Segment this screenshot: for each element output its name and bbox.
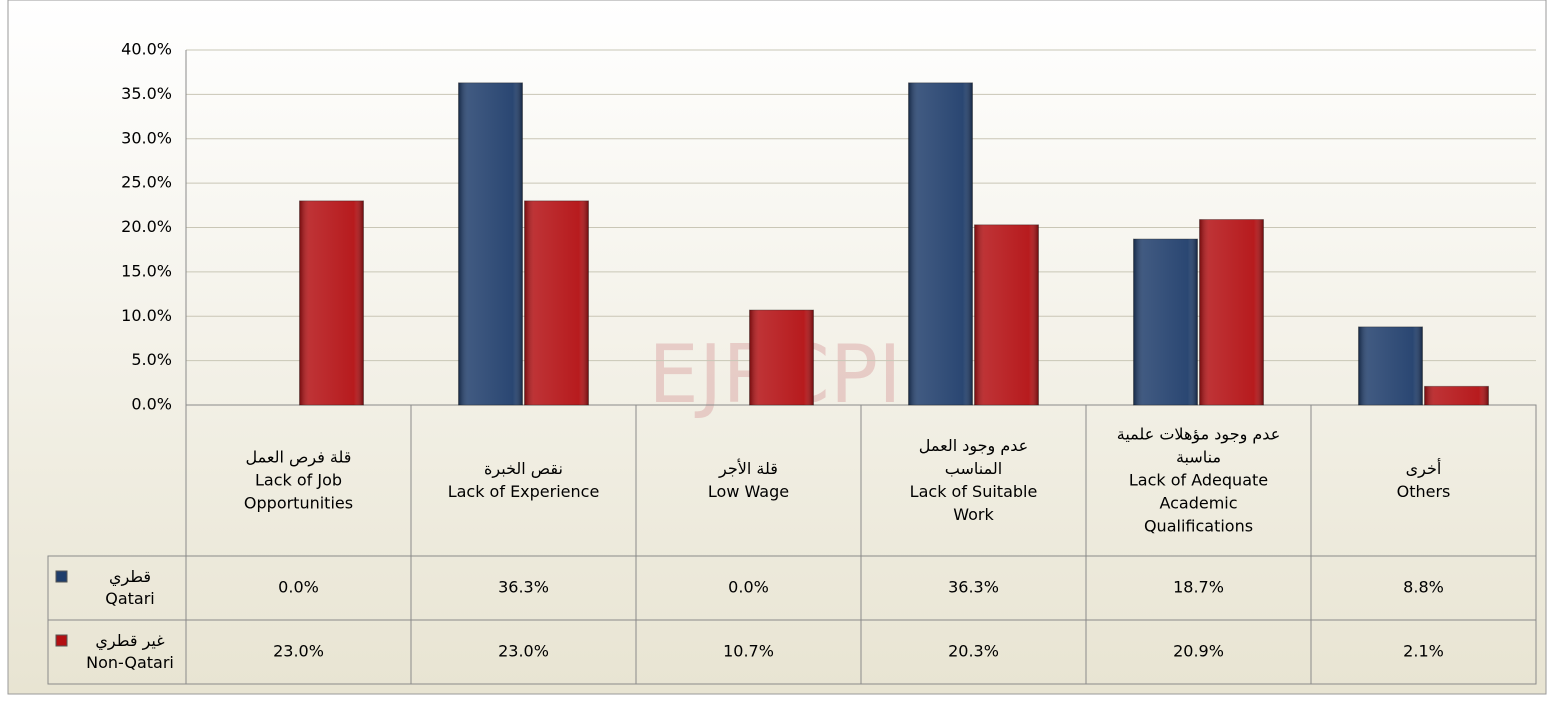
table-value: 0.0% bbox=[728, 578, 769, 597]
y-tick-label: 30.0% bbox=[121, 128, 172, 147]
bar-shade bbox=[974, 224, 1039, 405]
table-value: 2.1% bbox=[1403, 642, 1444, 661]
bar-shade bbox=[458, 82, 523, 406]
y-tick-label: 35.0% bbox=[121, 84, 172, 103]
y-tick-label: 25.0% bbox=[121, 173, 172, 192]
table-value: 10.7% bbox=[723, 642, 774, 661]
table-value: 0.0% bbox=[278, 578, 319, 597]
y-tick-label: 15.0% bbox=[121, 261, 172, 280]
y-tick-label: 40.0% bbox=[121, 40, 172, 59]
table-value: 20.9% bbox=[1173, 642, 1224, 661]
category-label: عدم وجود مؤهلات علمية مناسبة Lack of Adequ… bbox=[1117, 424, 1281, 535]
table-value: 36.3% bbox=[948, 578, 999, 597]
category-label: قلة الأجر Low Wage bbox=[708, 458, 789, 501]
bar-shade bbox=[1133, 239, 1198, 405]
legend-label: غير قطري Non-Qatari bbox=[86, 631, 174, 672]
table-value: 36.3% bbox=[498, 578, 549, 597]
table-value: 23.0% bbox=[273, 642, 324, 661]
y-tick-label: 20.0% bbox=[121, 217, 172, 236]
legend-marker bbox=[55, 570, 68, 583]
legend-label: قطري Qatari bbox=[105, 567, 155, 608]
bar-shade bbox=[908, 82, 973, 406]
table-value: 8.8% bbox=[1403, 578, 1444, 597]
bar-shade bbox=[749, 310, 814, 405]
bar-shade bbox=[1199, 219, 1264, 405]
bar-shade bbox=[1424, 386, 1489, 405]
table-value: 20.3% bbox=[948, 642, 999, 661]
category-label: أخرى Others bbox=[1397, 458, 1451, 501]
bar-shade bbox=[299, 200, 364, 405]
category-label: عدم وجود العمل المناسب Lack of Suitable Wor… bbox=[910, 436, 1038, 524]
y-tick-label: 0.0% bbox=[131, 395, 172, 414]
y-tick-label: 5.0% bbox=[131, 350, 172, 369]
bar-shade bbox=[524, 200, 589, 405]
table-value: 23.0% bbox=[498, 642, 549, 661]
table-value: 18.7% bbox=[1173, 578, 1224, 597]
legend-marker bbox=[55, 634, 68, 647]
bar-shade bbox=[1358, 326, 1423, 405]
category-label: نقص الخبرة Lack of Experience bbox=[448, 459, 600, 501]
category-label: قلة فرص العمل Lack of Job Opportunities bbox=[244, 447, 353, 512]
y-tick-label: 10.0% bbox=[121, 306, 172, 325]
